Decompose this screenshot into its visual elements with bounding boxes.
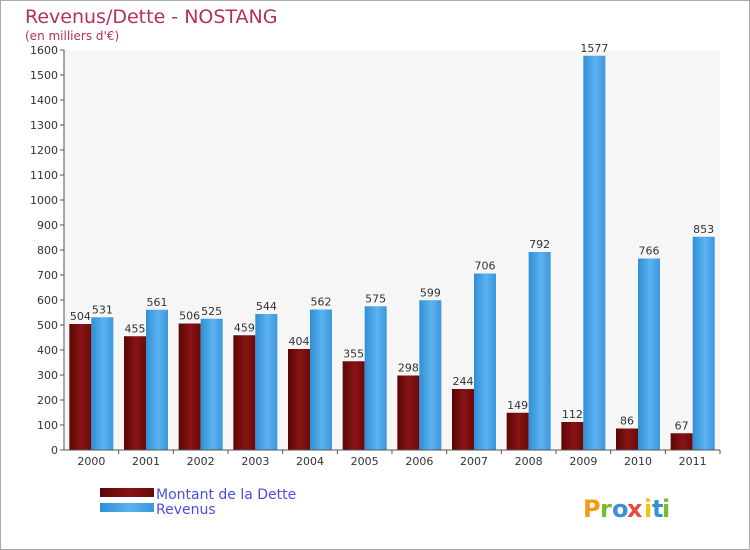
bar-debt bbox=[69, 324, 92, 450]
logo-letter: i bbox=[644, 495, 652, 523]
bar-debt bbox=[506, 412, 529, 450]
bar-revenus bbox=[419, 300, 442, 450]
legend-label-revenus: Revenus bbox=[156, 502, 216, 518]
bar-debt bbox=[397, 375, 420, 450]
plot-area bbox=[64, 50, 720, 450]
y-tick-label: 400 bbox=[37, 344, 58, 357]
bar-revenus bbox=[474, 273, 496, 450]
x-tick-label: 2006 bbox=[405, 455, 433, 468]
y-tick-label: 700 bbox=[37, 269, 58, 282]
x-tick-label: 2000 bbox=[77, 455, 105, 468]
bar-revenus bbox=[692, 236, 715, 450]
bar-debt bbox=[670, 433, 693, 450]
x-tick-label: 2003 bbox=[241, 455, 269, 468]
value-label-debt: 149 bbox=[507, 399, 528, 412]
bar-debt bbox=[561, 422, 584, 450]
x-tick-label: 2011 bbox=[679, 455, 707, 468]
value-label-revenus: 792 bbox=[529, 238, 550, 251]
value-label-debt: 298 bbox=[398, 362, 419, 375]
value-label-debt: 244 bbox=[453, 375, 474, 388]
bar-revenus bbox=[638, 258, 660, 450]
value-label-debt: 67 bbox=[675, 419, 689, 432]
value-label-revenus: 853 bbox=[693, 223, 714, 236]
bar-revenus bbox=[200, 318, 223, 450]
logo-letter: P bbox=[583, 495, 601, 523]
x-tick-label: 2005 bbox=[351, 455, 379, 468]
value-label-revenus: 531 bbox=[92, 303, 113, 316]
y-tick-label: 1500 bbox=[30, 69, 58, 82]
value-label-debt: 112 bbox=[562, 408, 583, 421]
x-tick-label: 2010 bbox=[624, 455, 652, 468]
bar-revenus bbox=[528, 252, 551, 450]
chart-subtitle: (en milliers d'€) bbox=[25, 29, 119, 43]
value-label-revenus: 1577 bbox=[580, 42, 608, 55]
y-tick-label: 0 bbox=[51, 444, 58, 457]
legend-swatch-debt bbox=[100, 488, 154, 497]
logo-letter: o bbox=[612, 495, 629, 523]
y-tick-label: 1000 bbox=[30, 194, 58, 207]
plot-background bbox=[64, 50, 720, 450]
bars-group bbox=[69, 55, 715, 450]
y-tick-label: 1600 bbox=[30, 44, 58, 57]
logo-letter: i bbox=[662, 495, 670, 523]
bar-debt bbox=[178, 323, 201, 450]
x-axis: 2000 2001 2002 2003 2004 2005 2006 2007 2008 2009… bbox=[64, 449, 721, 468]
bar-debt bbox=[124, 336, 146, 450]
x-tick-label: 2009 bbox=[569, 455, 597, 468]
x-tick-label: 2004 bbox=[296, 455, 324, 468]
legend-label-debt: Montant de la Dette bbox=[156, 487, 296, 503]
bar-revenus bbox=[146, 309, 168, 450]
y-tick-label: 900 bbox=[37, 219, 58, 232]
y-tick-label: 500 bbox=[37, 319, 58, 332]
y-tick-label: 1100 bbox=[30, 169, 58, 182]
value-label-debt: 504 bbox=[70, 310, 91, 323]
legend: Montant de la Dette Revenus bbox=[100, 487, 296, 518]
value-label-debt: 455 bbox=[125, 322, 146, 335]
x-tick-label: 2002 bbox=[187, 455, 215, 468]
y-tick-label: 100 bbox=[37, 419, 58, 432]
legend-swatch-revenus bbox=[100, 503, 154, 512]
bar-debt bbox=[616, 428, 638, 450]
value-label-revenus: 706 bbox=[475, 260, 496, 273]
bar-debt bbox=[342, 361, 365, 450]
x-tick-label: 2007 bbox=[460, 455, 488, 468]
value-label-debt: 355 bbox=[343, 347, 364, 360]
value-label-revenus: 544 bbox=[256, 300, 277, 313]
bar-debt bbox=[288, 349, 310, 450]
bar-revenus bbox=[91, 317, 114, 450]
value-label-debt: 459 bbox=[234, 321, 255, 334]
y-axis: 0 100 200 300 400 500 600 700 800 900 1000 1100 1200… bbox=[30, 44, 65, 457]
bar-revenus bbox=[255, 314, 278, 450]
value-label-debt: 506 bbox=[179, 310, 200, 323]
logo-letter: t bbox=[652, 495, 663, 523]
value-label-revenus: 575 bbox=[365, 292, 386, 305]
y-tick-label: 200 bbox=[37, 394, 58, 407]
value-label-debt: 86 bbox=[620, 415, 634, 428]
value-label-revenus: 766 bbox=[639, 245, 660, 258]
y-tick-label: 600 bbox=[37, 294, 58, 307]
chart-title: Revenus/Dette - NOSTANG bbox=[25, 6, 278, 28]
value-label-revenus: 561 bbox=[147, 296, 168, 309]
x-tick-label: 2001 bbox=[132, 455, 160, 468]
value-label-revenus: 525 bbox=[201, 305, 222, 318]
y-tick-label: 1200 bbox=[30, 144, 58, 157]
bar-revenus bbox=[310, 309, 332, 450]
value-label-revenus: 599 bbox=[420, 286, 441, 299]
y-tick-label: 800 bbox=[37, 244, 58, 257]
y-tick-label: 300 bbox=[37, 369, 58, 382]
x-tick-label: 2008 bbox=[515, 455, 543, 468]
bar-debt bbox=[233, 335, 256, 450]
value-label-debt: 404 bbox=[289, 335, 310, 348]
bar-debt bbox=[452, 389, 474, 450]
logo-letter: x bbox=[627, 495, 643, 523]
y-tick-label: 1400 bbox=[30, 94, 58, 107]
bar-revenus bbox=[583, 55, 606, 450]
y-tick-label: 1300 bbox=[30, 119, 58, 132]
value-label-revenus: 562 bbox=[311, 296, 332, 309]
logo-letter: r bbox=[600, 495, 612, 523]
bar-revenus bbox=[364, 306, 387, 450]
